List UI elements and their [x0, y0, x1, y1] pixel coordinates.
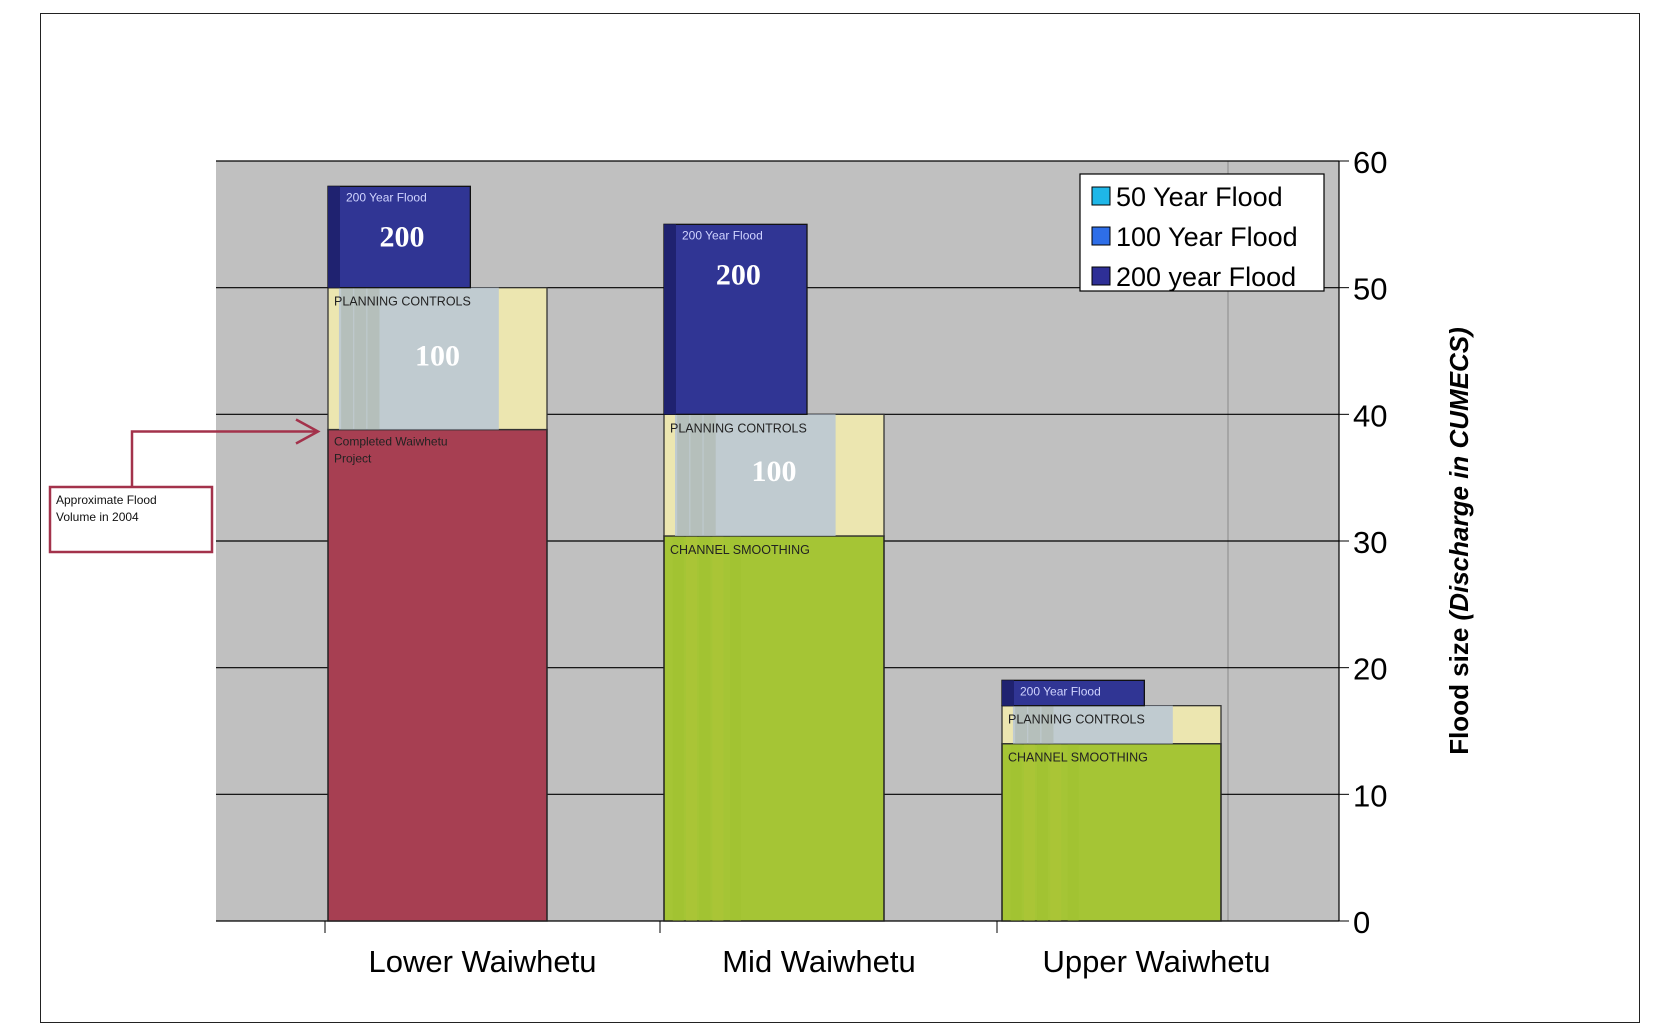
bar-big-label-100: 100 [752, 455, 797, 488]
y-tick-label-50: 50 [1353, 272, 1387, 307]
annotation-text: Approximate Flood [56, 493, 157, 507]
bar-stripe [354, 287, 367, 430]
bar-stripe [686, 535, 697, 921]
bar-big-label-100: 100 [415, 340, 460, 373]
legend-swatch [1091, 186, 1111, 206]
y-tick-label-0: 0 [1353, 905, 1370, 940]
legend-label: 200 year Flood [1116, 262, 1296, 292]
bar-big-label-200: 200 [716, 258, 761, 291]
bar-stripe [1028, 705, 1041, 744]
x-tick-label: Upper Waiwhetu [1042, 944, 1270, 979]
bar-label-planning-controls: PLANNING CONTROLS [670, 421, 807, 435]
bar-label-channel-smoothing: CHANNEL SMOOTHING [670, 543, 810, 557]
y-axis-title-italic: (Discharge in CUMECS) [1444, 327, 1474, 620]
y-tick-label-10: 10 [1353, 778, 1387, 813]
bar-stripe [712, 535, 724, 921]
bar-label-planning-controls: PLANNING CONTROLS [334, 295, 471, 309]
bar-channel-smoothing [1001, 742, 1222, 922]
bar-stripe [1050, 743, 1062, 921]
bar-stripe [1010, 743, 1022, 921]
y-tick-label-30: 30 [1353, 525, 1387, 560]
annotation-arrow [130, 430, 318, 487]
bar-stripe [703, 414, 716, 536]
y-tick-label-60: 60 [1353, 145, 1387, 180]
annotation-box [48, 485, 214, 554]
bar-completed-project [327, 428, 548, 922]
legend-swatch [1091, 226, 1111, 246]
bar-stripe [690, 414, 703, 536]
bar-stripe [1023, 743, 1035, 921]
bar-label-two-hundred-year-flood: 200 Year Flood [1020, 684, 1101, 698]
bar-stripe [1015, 705, 1028, 744]
legend-label: 50 Year Flood [1116, 182, 1283, 212]
annotation-text: Volume in 2004 [56, 510, 139, 524]
bar-label-channel-smoothing: CHANNEL SMOOTHING [1008, 751, 1148, 765]
bar-edge [664, 224, 676, 415]
bar-edge [328, 186, 340, 288]
bar-label-two-hundred-year-flood: 200 Year Flood [682, 228, 763, 242]
legend-swatch [1091, 266, 1111, 286]
bar-label-completed-project: Completed Waiwhetu [334, 435, 448, 449]
y-axis-title-prefix: Flood size [1444, 620, 1474, 754]
bar-stripe [1041, 705, 1054, 744]
bar-stripe [677, 414, 690, 536]
bar-edge [1002, 680, 1014, 706]
x-tick-label: Lower Waiwhetu [368, 944, 596, 979]
bar-stripe [1037, 743, 1048, 921]
bar-stripe [1067, 743, 1079, 921]
bar-label-completed-project: Project [334, 452, 372, 466]
bar-stripe [672, 535, 684, 921]
bar-stripe [730, 535, 741, 921]
bar-stripe [699, 535, 711, 921]
bar-big-label-200: 200 [380, 220, 425, 253]
y-axis-title: Flood size (Discharge in CUMECS) [1444, 327, 1474, 755]
bar-stripe [367, 287, 380, 430]
x-tick-label: Mid Waiwhetu [722, 944, 916, 979]
bar-two-hundred-year-flood [663, 223, 808, 415]
annotation-arrowhead [295, 418, 321, 445]
legend-label: 100 Year Flood [1116, 222, 1298, 252]
legend [1079, 173, 1325, 292]
bar-two-hundred-year-flood [327, 185, 472, 289]
bar-label-two-hundred-year-flood: 200 Year Flood [346, 190, 427, 204]
bar-label-planning-controls: PLANNING CONTROLS [1008, 713, 1145, 727]
y-tick-label-20: 20 [1353, 652, 1387, 687]
y-tick-label-40: 40 [1353, 398, 1387, 433]
bar-stripe [341, 287, 354, 430]
